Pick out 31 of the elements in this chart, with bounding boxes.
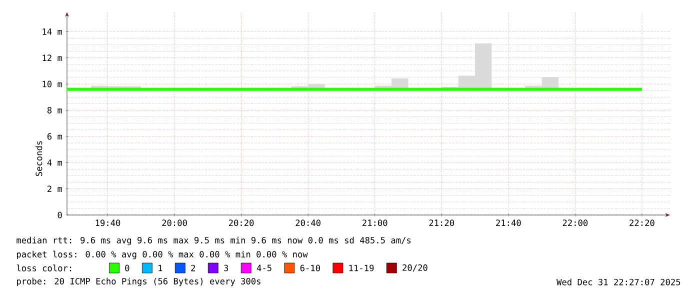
x-tick-label: 19:40 [96,220,120,226]
legend-label: 0 [125,264,130,272]
text: probe: 20 ICMP Echo Pings (56 Bytes) every 300s [16,278,260,286]
text: packet loss: 0.00 % avg 0.00 % max 0.00 % min 0.00 % now [16,250,308,260]
y-tick-label: 0 [58,212,62,218]
x-tick-label: 20:40 [296,220,320,226]
legend-label: 3 [224,264,228,272]
x-tick-label: 21:00 [362,220,388,226]
legend-label: 2 [191,264,195,272]
y-tick-label: 4 m [47,159,62,166]
x-tick-label: 20:00 [162,220,187,226]
y-axis-title: Seconds [36,141,42,176]
y-tick-label: 8 m [47,106,62,114]
legend-label: 4-5 [256,264,272,272]
y-tick-label: 14 m [42,28,62,35]
y-tick-label: 10 m [42,80,62,88]
x-tick-label: 22:20 [630,220,654,226]
legend-title: loss color: [16,264,72,272]
legend-label: 20/20 [402,264,428,272]
legend-label: 11-19 [349,264,374,272]
y-tick-label: 2 m [48,186,62,192]
y-tick-label: 12 m [42,54,62,62]
y-tick-label: 6 m [47,133,62,140]
x-tick-label: 21:20 [429,220,454,226]
x-tick-label: 22:00 [562,220,588,226]
text: Wed Dec 31 22:27:07 2025 [556,278,680,286]
text: median rtt: 9.6 ms avg 9.6 ms max 9.5 ms min 9.6 ms now 0.0 ms sd 485.5 am/s [16,236,411,246]
x-tick-label: 20:20 [228,220,254,226]
legend-label: 1 [158,264,162,272]
legend-label: 6-10 [300,264,320,272]
x-tick-label: 21:40 [496,220,521,226]
